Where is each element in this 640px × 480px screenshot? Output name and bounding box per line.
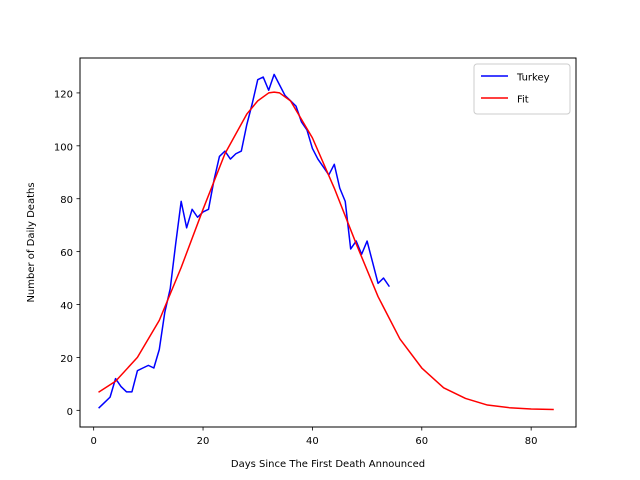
y-tick-label: 120: [54, 89, 73, 100]
x-tick-label: 60: [415, 436, 428, 447]
legend: Turkey Fit: [473, 63, 571, 115]
x-tick-label: 20: [197, 436, 210, 447]
x-tick-label: 80: [525, 436, 538, 447]
y-axis-label: Number of Daily Deaths: [26, 182, 37, 302]
plot-area: [98, 73, 554, 411]
y-tick-label: 60: [60, 248, 73, 259]
y-tick-label: 100: [54, 142, 73, 153]
legend-label-1: Fit: [517, 95, 529, 106]
x-axis: 0 20 40 60 80: [90, 427, 538, 447]
y-axis: 0 20 40 60 80 100 120: [54, 89, 80, 418]
x-tick-label: 40: [306, 436, 319, 447]
legend-label-0: Turkey: [516, 73, 550, 84]
x-tick-label: 0: [90, 436, 96, 447]
legend-box: [473, 63, 571, 115]
series-line-0: [98, 73, 391, 409]
y-tick-label: 20: [60, 354, 73, 365]
y-tick-label: 80: [60, 195, 73, 206]
plot-frame: [79, 57, 577, 428]
series-line-1: [98, 91, 554, 411]
x-axis-label: Days Since The First Death Announced: [231, 459, 425, 470]
y-tick-label: 40: [60, 301, 73, 312]
y-tick-label: 0: [67, 407, 73, 418]
